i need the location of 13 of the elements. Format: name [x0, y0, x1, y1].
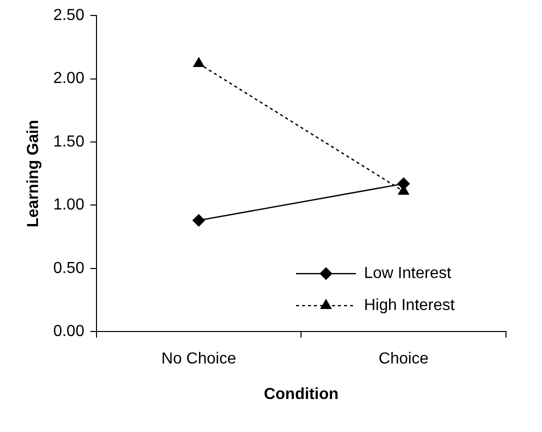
point — [192, 214, 205, 227]
legend-label: Low Interest — [364, 265, 452, 282]
y-tick-label: 2.00 — [53, 70, 84, 88]
y-tick-label: 1.00 — [53, 196, 84, 214]
x-axis-title: Condition — [264, 386, 338, 403]
y-tick-label: 1.50 — [53, 133, 84, 150]
x-tick-label: Choice — [378, 350, 429, 368]
y-tick-label: 0.00 — [53, 323, 84, 340]
y-tick-label: 2.50 — [53, 7, 84, 24]
y-axis-title: Learning Gain — [25, 120, 42, 228]
x-tick-label: No Choice — [161, 350, 236, 368]
y-tick-label: 0.50 — [53, 260, 84, 277]
legend-label: High Interest — [364, 297, 456, 314]
